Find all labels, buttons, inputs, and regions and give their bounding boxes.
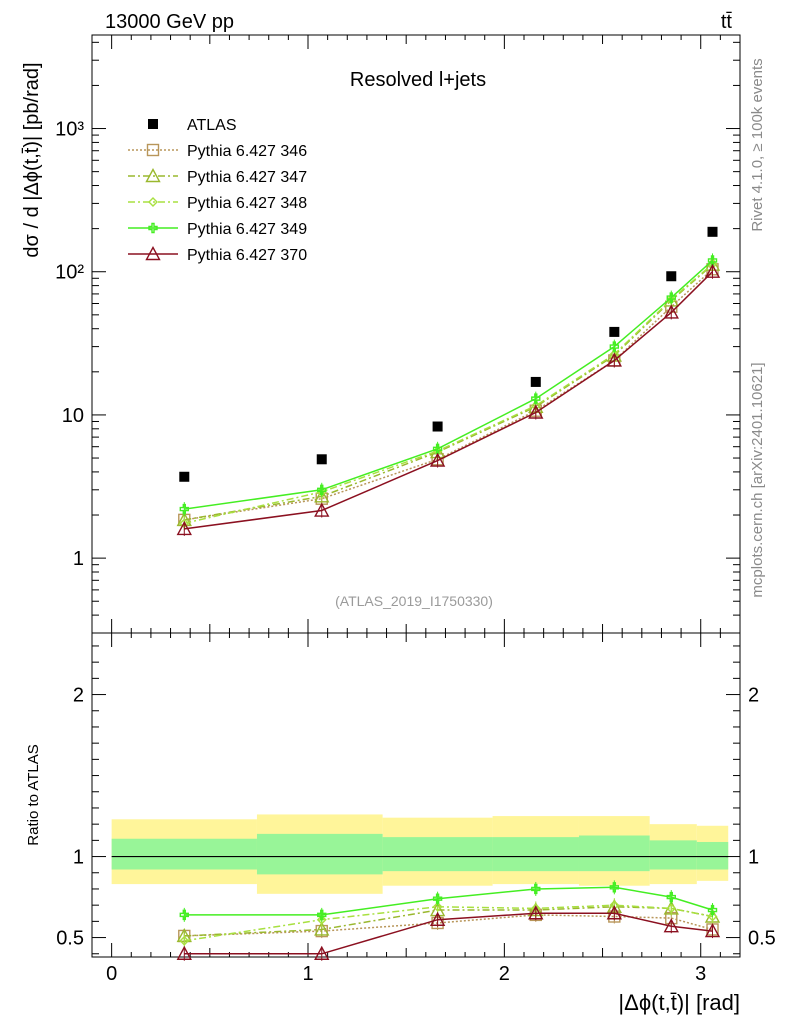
data-point-p349 [666,891,676,903]
plot-title: Resolved l+jets [350,69,486,91]
data-point-p370 [663,304,679,319]
data-point-p370 [606,352,623,367]
data-point-p370 [528,905,544,920]
data-point-p349 [531,393,541,404]
y-axis-label: dσ / d |Δϕ(t,t̄)| [pb/rad] [21,62,43,257]
legend-label-p370: Pythia 6.427 370 [187,247,307,264]
data-point-p349 [179,503,189,515]
y-tick-label: 1 [73,548,84,570]
uncertainty-band-inner [382,837,493,872]
x-tick-label: 0 [106,963,117,985]
series-line-p349 [184,259,714,510]
legend-label-p346: Pythia 6.427 346 [187,143,307,160]
data-point-p349 [666,292,676,303]
data-point-p349 [179,909,189,921]
uncertainty-band-inner [492,837,579,872]
x-tick-label: 2 [499,963,510,985]
legend-marker-p347 [145,168,161,183]
y-tick-label: 0.5 [56,928,84,950]
data-point-p370 [314,502,330,517]
data-point-p349 [707,255,718,266]
data-point-p348 [179,935,190,946]
series-line-p347 [184,906,713,937]
series-line-p346 [184,268,714,521]
y-tick-label-right: 0.5 [748,928,776,950]
data-point-p348 [666,903,677,914]
series-line-p347 [184,264,713,521]
data-point-atlas [316,454,327,465]
legend-label-p348: Pythia 6.427 348 [187,195,307,212]
legend-label-atlas: ATLAS [187,117,237,134]
legend-marker-p370 [145,246,161,261]
uncertainty-band-inner [578,835,650,872]
data-point-p349 [432,893,443,904]
x-axis-label: |Δϕ(t,t̄)| [rad] [618,990,740,1015]
data-point-p370 [606,905,623,920]
data-point-p370 [528,404,544,419]
data-point-p347 [314,921,330,936]
data-point-p370 [176,520,192,536]
y-tick-label: 10 [62,405,84,427]
y-tick-label: 10³ [55,119,84,141]
legend-marker-p348 [148,197,158,207]
x-tick-label: 3 [695,963,706,985]
data-point-p370 [429,911,446,926]
axes-frame [91,632,741,958]
legend-marker-atlas [148,119,158,129]
data-point-p348 [707,911,718,922]
y-tick-label: 2 [73,685,84,707]
data-point-atlas [432,421,443,432]
data-point-p370 [704,263,721,278]
y-tick-label: 1 [73,847,84,869]
analysis-id-label: (ATLAS_2019_I1750330) [335,593,493,609]
uncertainty-band-inner [256,833,383,875]
data-point-p370 [314,945,330,960]
data-point-atlas [609,326,620,337]
data-point-p348 [316,914,327,925]
data-point-p370 [663,918,679,933]
mcplots-label: mcplots.cern.ch [arXiv:2401.10621] [749,362,766,597]
uncertainty-band-inner [111,838,257,870]
main-panel: 1 10 10² 10³ Resolved l+jets (ATLAS_2019_I175… [21,34,741,634]
data-point-p348 [432,901,443,912]
data-point-atlas [666,271,677,282]
uncertainty-band-inner [649,840,697,870]
data-point-p349 [317,484,327,496]
data-point-atlas [530,376,541,387]
data-point-p349 [609,882,620,893]
data-point-p347 [314,488,330,503]
legend-label-p349: Pythia 6.427 349 [187,221,307,238]
series-line-p370 [184,912,713,955]
data-point-p370 [176,945,192,960]
data-point-atlas [707,226,718,237]
data-point-p370 [429,452,446,467]
energy-label: 13000 GeV pp [105,11,234,33]
legend-marker-p346 [146,143,160,157]
process-label: tt̄ [721,11,733,33]
data-point-p349 [609,341,620,352]
data-point-p370 [704,923,721,938]
y-tick-label: 10² [55,262,84,284]
series-line-p348 [184,263,713,525]
data-point-atlas [179,471,190,482]
legend-label-p347: Pythia 6.427 347 [187,169,307,186]
ratio-y-axis-label: Ratio to ATLAS [25,744,42,845]
series-line-p370 [184,271,714,530]
data-point-p349 [432,443,443,455]
x-tick-label: 1 [302,963,313,985]
data-point-p349 [317,909,327,921]
data-point-p349 [531,883,541,895]
uncertainty-band-inner [696,841,729,870]
ratio-panel: 0.5 0.5 1 1 2 2 0 1 2 3 |Δϕ(t,t̄)| [rad] Ratio to A… [25,632,776,1015]
data-point-p349 [707,904,718,916]
y-tick-label-right: 2 [748,685,759,707]
legend-marker-p349 [148,222,158,234]
rivet-version-label: Rivet 4.1.0, ≥ 100k events [749,58,766,231]
y-tick-label-right: 1 [748,847,759,869]
